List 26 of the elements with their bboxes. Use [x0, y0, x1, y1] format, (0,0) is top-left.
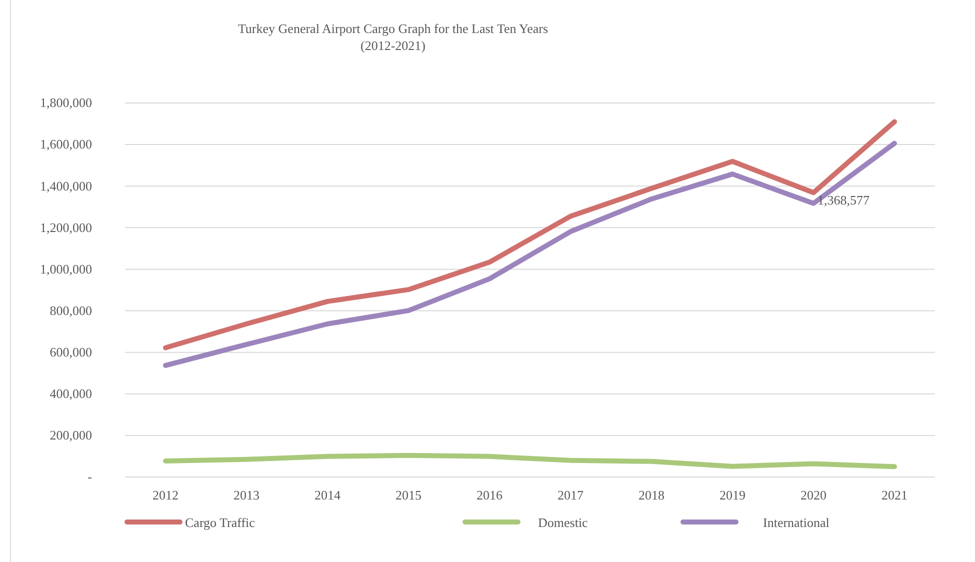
- x-tick-label: 2015: [396, 487, 422, 502]
- y-tick-label: 1,600,000: [40, 136, 92, 152]
- x-tick-label: 2019: [720, 487, 746, 502]
- legend-label: Cargo Traffic: [185, 515, 256, 530]
- y-tick-label: 1,400,000: [40, 178, 92, 194]
- y-tick-label: 1,000,000: [40, 261, 92, 276]
- legend-label: Domestic: [538, 515, 588, 530]
- y-tick-label: 1,800,000: [40, 95, 92, 110]
- x-tick-label: 2021: [882, 487, 908, 502]
- chart-title: Turkey General Airport Cargo Graph for the Last Ten Years: [238, 21, 548, 36]
- y-tick-label: 800,000: [50, 302, 92, 318]
- y-tick-label: 1,200,000: [40, 220, 92, 235]
- x-tick-label: 2012: [152, 487, 178, 502]
- x-tick-label: 2013: [234, 487, 260, 502]
- y-tick-label: 600,000: [50, 344, 92, 360]
- y-tick-label: 400,000: [50, 386, 92, 402]
- x-tick-label: 2020: [800, 487, 826, 502]
- y-tick-label: -: [88, 469, 92, 484]
- y-tick-label: 200,000: [50, 428, 92, 443]
- x-tick-label: 2017: [558, 487, 584, 502]
- x-tick-label: 2018: [638, 487, 664, 502]
- chart-subtitle: (2012-2021): [360, 38, 426, 53]
- legend-label: International: [763, 515, 830, 530]
- x-tick-label: 2014: [314, 487, 341, 502]
- x-tick-label: 2016: [476, 487, 503, 502]
- data-label: 1,368,577: [818, 192, 870, 208]
